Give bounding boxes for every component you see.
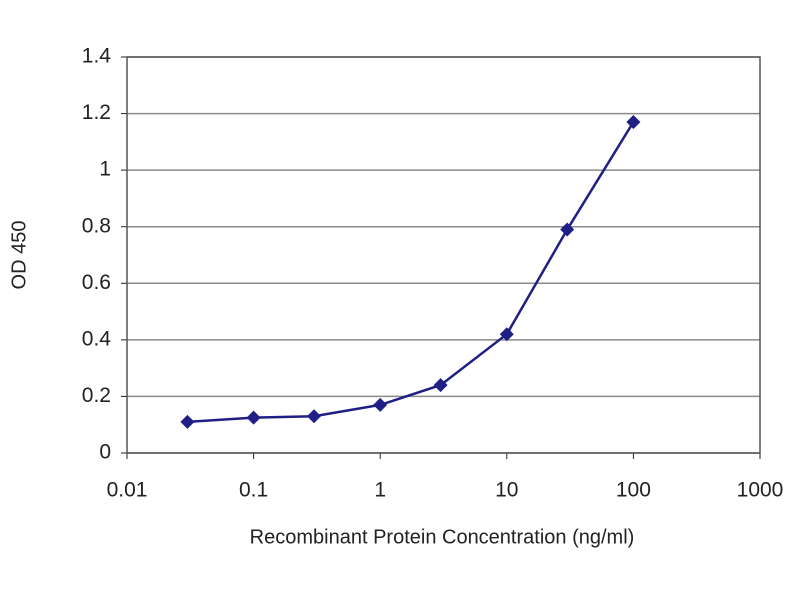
y-tick-label: 0.6 [82,271,111,294]
data-point [433,378,448,393]
data-point [560,222,575,237]
data-point [246,410,261,425]
data-point [307,409,322,424]
data-point [499,327,514,342]
data-point [626,115,641,130]
x-axis-label: Recombinant Protein Concentration (ng/ml… [250,526,635,548]
x-tick-label: 0.1 [239,479,268,502]
data-point [373,397,388,412]
x-tick-label: 10 [495,479,518,502]
x-tick-label: 100 [616,479,651,502]
data-line [187,121,635,424]
x-tick-label: 1000 [737,479,784,502]
x-tick-label: 0.01 [107,479,148,502]
y-tick-label: 0.8 [82,214,111,237]
y-tick-label: 0 [99,441,111,464]
y-tick-label: 1 [99,158,111,181]
x-tick-label: 1 [374,479,386,502]
plot-frame [126,56,761,454]
y-tick-label: 0.2 [82,384,111,407]
y-tick-label: 1.4 [82,45,112,68]
y-tick-label: 0.4 [82,327,112,350]
y-axis-label: OD 450 [8,221,30,290]
data-point [180,414,195,429]
y-tick-label: 1.2 [82,101,111,124]
